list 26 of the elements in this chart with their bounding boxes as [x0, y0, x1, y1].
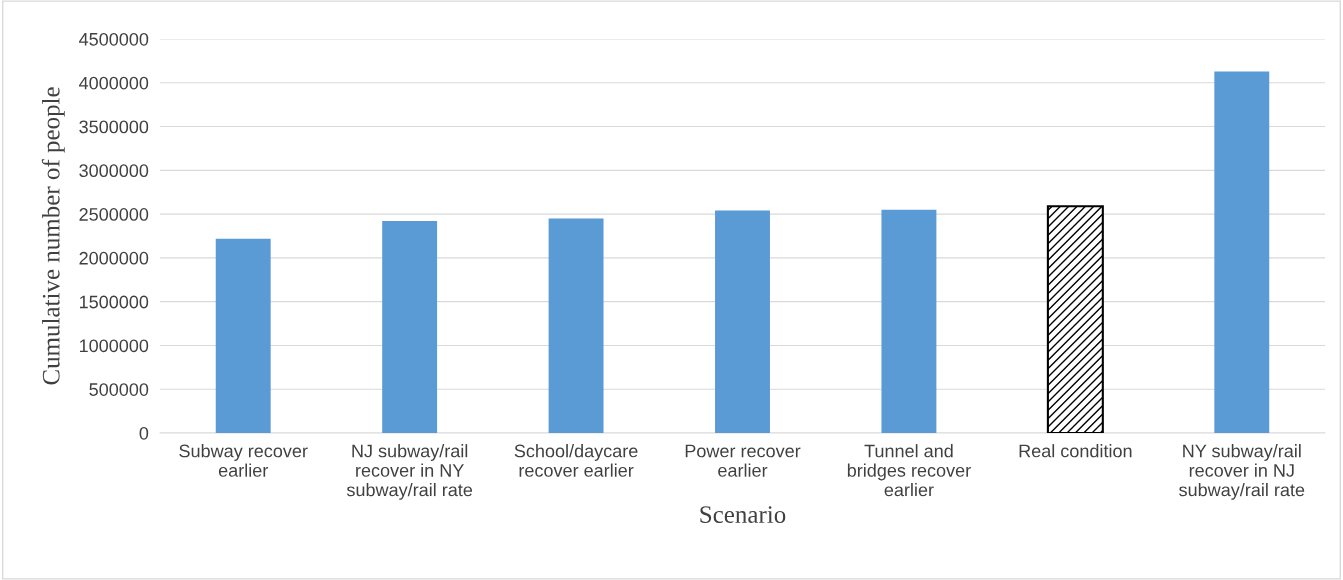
bar	[1046, 205, 1104, 433]
x-tick-label: NY subway/rail recover in NJ subway/rail rate	[1179, 444, 1305, 500]
bar	[881, 209, 937, 433]
x-tick-label: Power recover earlier	[685, 444, 801, 477]
y-tick-label: 1500000	[79, 295, 149, 309]
bar	[715, 210, 770, 433]
y-tick-label: 0	[139, 426, 149, 440]
bar	[548, 218, 604, 433]
x-tick-label: NJ subway/rail recover in NY subway/rail rate	[346, 444, 473, 500]
x-axis-title: Scenario	[700, 506, 786, 523]
y-tick-label: 2500000	[79, 208, 149, 221]
x-tick-label: Tunnel and bridges recover earlier	[847, 444, 971, 497]
x-tick-label: Subway recover earlier	[179, 444, 308, 477]
y-tick-label: 4000000	[79, 76, 149, 90]
bar	[1214, 71, 1270, 433]
y-axis-title: Cumulative number of people	[41, 87, 65, 385]
y-tick-label: 500000	[89, 383, 149, 396]
x-tick-label: Real condition	[1019, 444, 1132, 458]
y-tick-label: 3500000	[79, 120, 149, 134]
y-tick-label: 4500000	[79, 32, 149, 46]
x-tick-label: School/daycare recover earlier	[514, 444, 638, 477]
y-tick-label: 2000000	[79, 251, 149, 265]
y-tick-label: 1000000	[79, 339, 149, 353]
y-tick-label: 3000000	[79, 164, 149, 178]
bar	[215, 238, 271, 433]
bar	[382, 221, 438, 433]
